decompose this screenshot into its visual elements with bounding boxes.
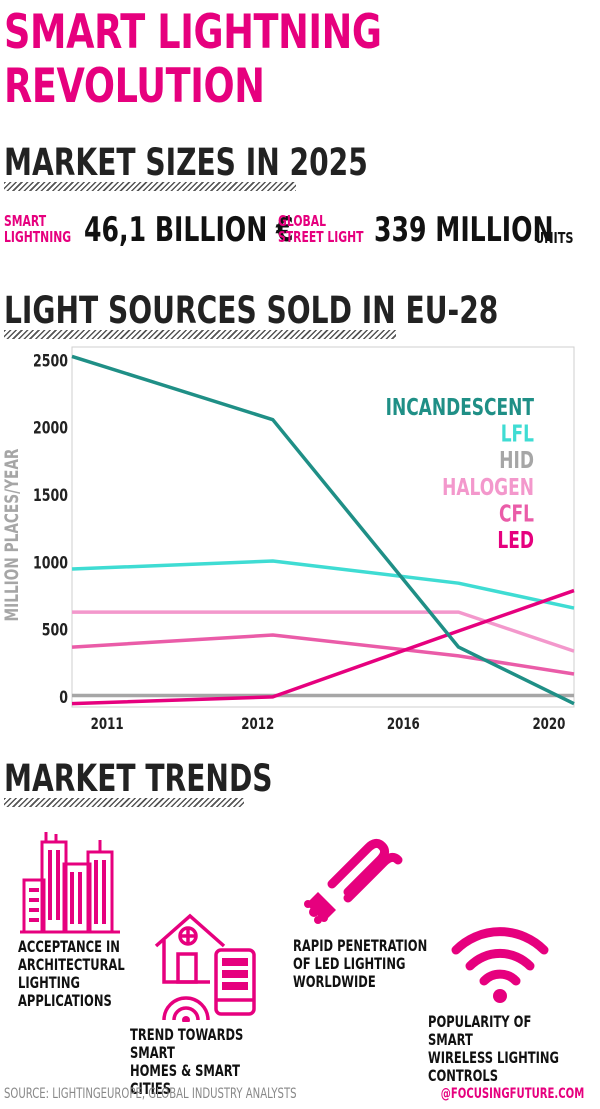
wifi-icon (451, 927, 549, 1003)
x-axis-ticks: 2011 2012 2016 2020 (91, 715, 566, 733)
y-tick-0: 0 (59, 687, 68, 707)
smart-lighting-value: 46,1 BILLION € (84, 210, 294, 250)
legend-incandescent: INCANDESCENT (386, 393, 535, 420)
series-line-incandescent (71, 354, 575, 706)
legend-hid: HID (499, 447, 534, 474)
series-lines (71, 354, 575, 706)
x-tick-2012: 2012 (241, 715, 274, 733)
street-light-label-line-1: GLOBAL (278, 212, 327, 230)
trend-led-penetration: RAPID PENETRATION OF LED LIGHTING WORLDW… (293, 936, 428, 991)
y-axis-label: MILLION PLACES/YEAR (1, 448, 23, 621)
legend-cfl: CFL (499, 500, 534, 527)
street-light-label: GLOBAL STREET LIGHT (278, 213, 364, 245)
light-sources-heading: LIGHT SOURCES SOLD IN EU-28 (4, 289, 499, 332)
smart-home-icon (154, 913, 256, 1022)
x-tick-2020: 2020 (532, 715, 565, 733)
market-trends-heading: MARKET TRENDS (4, 757, 273, 800)
y-tick-1000: 1000 (33, 552, 68, 572)
series-line-halogen (72, 610, 575, 653)
smart-lighting-label-line-1: SMART (4, 212, 47, 230)
light-sources-underline (4, 330, 396, 339)
main-title: SMART LIGHTNING REVOLUTION (4, 6, 382, 114)
trend-wireless-controls: POPULARITY OF SMART WIRELESS LIGHTING CO… (428, 1012, 559, 1085)
series-line-lfl (71, 559, 575, 610)
x-tick-2011: 2011 (91, 715, 124, 733)
cfl-bulb-icon (304, 838, 403, 924)
series-line-cfl (71, 633, 575, 676)
street-light-value: 339 MILLION (374, 210, 554, 250)
y-tick-2500: 2500 (33, 351, 68, 371)
y-tick-500: 500 (42, 620, 68, 640)
street-light-unit: UNITS (535, 229, 574, 247)
source-note: SOURCE: LIGHTINGEUROPE, GLOBAL INDUSTRY … (4, 1086, 297, 1102)
market-sizes-heading: MARKET SIZES IN 2025 (4, 141, 368, 184)
legend-lfl: LFL (501, 420, 534, 447)
trend-architectural: ACCEPTANCE IN ARCHITECTURAL LIGHTING APP… (18, 937, 125, 1010)
y-tick-2000: 2000 (33, 418, 68, 438)
legend-led: LED (497, 526, 534, 553)
trend-smart-homes: TREND TOWARDS SMART HOMES & SMART CITIES (130, 1025, 244, 1098)
street-light-label-line-2: STREET LIGHT (278, 228, 364, 246)
legend-halogen: HALOGEN (442, 473, 534, 500)
series-line-led (71, 588, 575, 706)
market-trends-underline (4, 798, 244, 807)
city-buildings-icon (20, 832, 120, 934)
market-sizes-underline (4, 182, 296, 191)
y-axis-ticks: 0 500 1000 1500 2000 2500 (33, 351, 68, 708)
main-title-line-1: SMART LIGHTNING (4, 5, 382, 60)
light-sources-chart: 0 500 1000 1500 2000 2500 2011 2012 2016 2020 IN… (1, 346, 575, 734)
website-handle[interactable]: @FOCUSINGFUTURE.COM (440, 1086, 584, 1102)
smart-lighting-label: SMART LIGHTNING (4, 213, 71, 245)
plot-area (71, 346, 575, 708)
y-tick-1500: 1500 (33, 485, 68, 505)
x-tick-2016: 2016 (387, 715, 420, 733)
main-title-line-2: REVOLUTION (4, 59, 265, 114)
smart-lighting-label-line-2: LIGHTNING (4, 228, 72, 246)
